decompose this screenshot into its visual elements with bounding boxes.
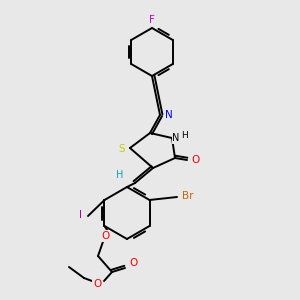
Text: N: N [172, 133, 180, 143]
Text: O: O [101, 231, 109, 241]
Text: Br: Br [182, 191, 194, 201]
Text: F: F [149, 15, 155, 25]
Text: H: H [116, 170, 124, 180]
Text: H: H [181, 130, 188, 140]
Text: O: O [129, 258, 137, 268]
Text: N: N [165, 110, 173, 120]
Text: O: O [191, 155, 199, 165]
Text: S: S [119, 144, 125, 154]
Text: I: I [79, 210, 82, 220]
Text: O: O [93, 279, 101, 289]
